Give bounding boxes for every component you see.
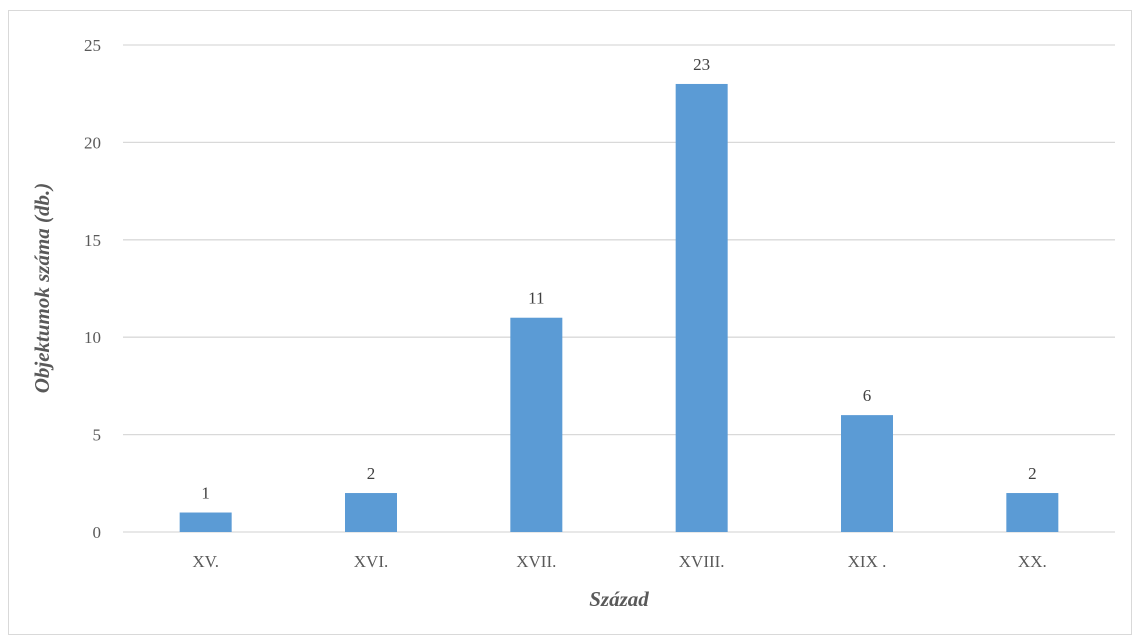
x-axis-ticks: XV. XVI. XVII. XVIII. XIX . XX. <box>192 552 1046 571</box>
data-label: 2 <box>1028 464 1037 483</box>
x-tick-label: XX. <box>1018 552 1047 571</box>
data-label: 1 <box>201 484 210 503</box>
y-tick-label: 15 <box>84 231 101 250</box>
bars <box>179 83 1059 533</box>
data-label: 2 <box>367 464 376 483</box>
bar <box>675 83 728 533</box>
data-label: 6 <box>863 386 872 405</box>
data-labels: 1 2 11 23 6 2 <box>201 55 1036 503</box>
x-axis-title: Század <box>589 587 649 611</box>
bar <box>841 415 893 532</box>
bar <box>1006 493 1059 532</box>
x-tick-label: XV. <box>192 552 219 571</box>
x-tick-label: XIX . <box>848 552 887 571</box>
y-tick-label: 5 <box>93 426 102 445</box>
bar <box>179 512 232 532</box>
data-label: 23 <box>693 55 710 74</box>
y-tick-label: 10 <box>84 328 101 347</box>
x-tick-label: XVIII. <box>679 552 725 571</box>
bar <box>345 493 397 532</box>
bar <box>510 317 563 532</box>
y-tick-label: 20 <box>84 133 101 152</box>
gridlines <box>123 44 1115 533</box>
y-tick-label: 0 <box>93 523 102 542</box>
y-axis-title: Objektumok száma (db.) <box>30 183 54 394</box>
y-tick-label: 25 <box>84 36 101 55</box>
x-tick-label: XVI. <box>354 552 388 571</box>
data-label: 11 <box>528 289 544 308</box>
x-tick-label: XVII. <box>516 552 556 571</box>
y-axis-ticks: 0 5 10 15 20 25 <box>84 36 101 542</box>
